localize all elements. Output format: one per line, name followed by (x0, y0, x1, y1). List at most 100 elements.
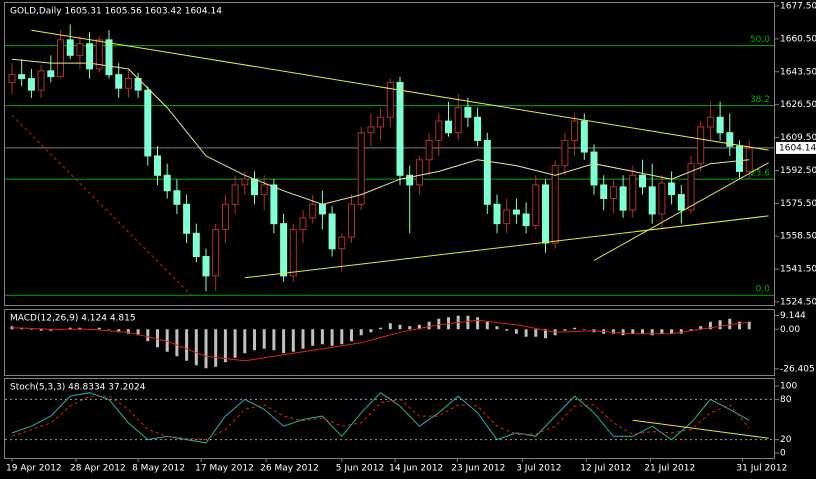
candle-body (124, 78, 132, 89)
candle-body (299, 217, 307, 230)
macd-bar (679, 329, 683, 334)
candle-body (464, 107, 472, 118)
macd-bar (573, 327, 577, 330)
candle-body (18, 74, 26, 80)
y-tick-label: 1660.50 (780, 34, 816, 44)
x-tick-label: 14 Jun 2012 (389, 464, 443, 474)
candle-body (289, 228, 297, 277)
macd-bar (185, 329, 189, 361)
candle-body (328, 213, 336, 250)
macd-bar (388, 323, 392, 330)
candle-body (396, 81, 404, 176)
candle-body (95, 39, 103, 70)
candle-body (270, 184, 278, 225)
candle-body (503, 209, 511, 225)
candle-body (658, 182, 666, 215)
candle-body (115, 74, 123, 89)
macd-bar (689, 329, 693, 331)
candle-body (726, 132, 734, 147)
candle-body (280, 223, 288, 277)
macd-bar (427, 321, 431, 330)
candle-body (551, 165, 559, 244)
stoch-main (11, 392, 750, 444)
candle-body (736, 145, 743, 172)
candle-body (76, 43, 84, 56)
macd-bar (107, 329, 111, 330)
candle-body (454, 107, 462, 134)
macd-bar (408, 326, 412, 330)
macd-bar (262, 329, 266, 349)
macd-bar (747, 321, 751, 330)
macd-bar (126, 329, 130, 334)
y-tick-label: -26.405 (780, 364, 815, 374)
macd-bar (117, 329, 121, 333)
macd-bar (544, 329, 547, 339)
candle-body (192, 232, 200, 258)
candle-body (357, 132, 365, 205)
macd-bar (156, 329, 159, 348)
candle-body (212, 228, 220, 277)
candle-body (144, 89, 152, 157)
x-tick-label: 12 Jul 2012 (580, 464, 631, 474)
trendline (31, 29, 769, 151)
macd-bar (699, 326, 703, 330)
candle-body (27, 78, 35, 91)
macd-bar (136, 329, 140, 336)
macd-bar (631, 329, 635, 334)
y-tick-label: 0.00 (780, 325, 800, 335)
macd-bar (350, 329, 353, 342)
y-tick-label: 1558.50 (780, 232, 816, 242)
macd-bar (97, 327, 101, 330)
macd-bar (359, 329, 363, 336)
macd-bar (214, 329, 218, 367)
macd-bar (204, 329, 208, 369)
candle-body (474, 116, 482, 141)
candle-body (309, 203, 317, 219)
macd-bar (738, 321, 741, 330)
main-panel (4, 2, 775, 306)
candle-body (183, 203, 191, 234)
macd-bar (330, 329, 334, 346)
y-tick-label: 1626.50 (780, 100, 816, 110)
candle-body (173, 190, 181, 205)
candle-body (677, 194, 685, 211)
macd-bar (175, 329, 179, 357)
macd-bar (476, 317, 480, 330)
macd-bar (398, 324, 402, 330)
level-label: 0.0 (756, 285, 771, 295)
candle-body (221, 203, 229, 230)
macd-bar (650, 329, 654, 336)
main-title: GOLD,Daily 1605.31 1605.56 1603.42 1604.… (10, 7, 222, 17)
y-tick-label: 1575.50 (780, 199, 816, 209)
x-tick-label: 19 Apr 2012 (6, 464, 62, 474)
macd-bar (243, 329, 247, 354)
macd-bar (165, 329, 169, 352)
candle-body (415, 159, 423, 186)
candle-body (338, 236, 346, 250)
candle-body (532, 184, 540, 227)
candle-body (348, 203, 355, 238)
y-tick-label: 1524.50 (780, 298, 816, 308)
macd-bar (68, 327, 72, 330)
candle-body (706, 116, 714, 128)
y-tick-label: 100 (780, 382, 797, 392)
macd-bar (301, 329, 305, 349)
macd-bar (534, 329, 538, 337)
trendline (593, 162, 769, 261)
y-tick-label: 1609.50 (780, 133, 816, 143)
macd-bar (29, 329, 33, 330)
stoch-signal (11, 395, 750, 441)
y-tick-label: 1541.50 (780, 265, 816, 275)
macd-bar (291, 329, 295, 352)
macd-bar (505, 329, 509, 331)
candle-body (435, 120, 443, 141)
x-tick-label: 28 Apr 2012 (70, 464, 126, 474)
candle-body (367, 126, 375, 134)
candle-body (668, 182, 676, 196)
candle-body (648, 186, 656, 215)
candle-body (154, 155, 161, 176)
x-tick-label: 21 Jul 2012 (644, 464, 695, 474)
y-tick-label: 0 (780, 449, 786, 459)
macd-bar (621, 329, 625, 336)
candle-body (66, 39, 74, 56)
